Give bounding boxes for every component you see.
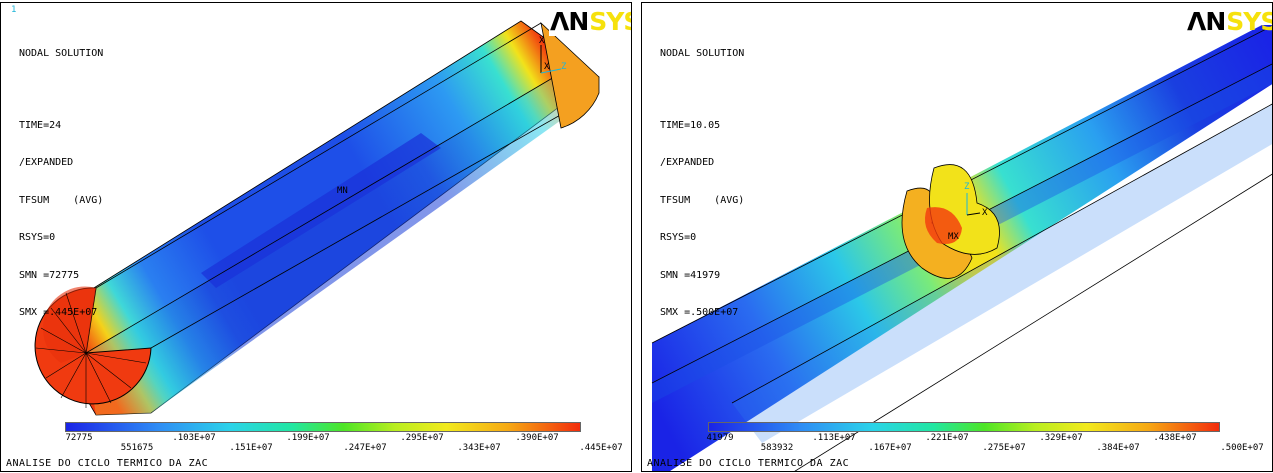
legend-value: 583932 — [760, 443, 794, 453]
ansys-logo: ΛNSYS — [549, 7, 631, 36]
legend-value: .438E+07 — [1153, 433, 1197, 443]
legend-value: .151E+07 — [229, 443, 273, 453]
info-line-rsys: RSYS=0 — [19, 232, 56, 243]
legend-value: .247E+07 — [343, 443, 387, 453]
graphics-window-right[interactable]: Z X MX ΛNSYS NODAL SOLUTION TIME=10.05 /… — [641, 2, 1273, 472]
model-viewport-right[interactable]: Z X MX — [642, 3, 1273, 472]
info-line-time: TIME=10.05 — [660, 119, 721, 131]
contour-legend-bar — [65, 422, 581, 432]
info-line-expanded: /EXPANDED — [19, 157, 74, 168]
info-line-smx: SMX =.445E+07 — [19, 307, 98, 318]
info-line-result: TFSUM (AVG) — [660, 194, 745, 206]
legend-value: .384E+07 — [1096, 443, 1140, 453]
info-line-expanded: /EXPANDED — [660, 157, 715, 168]
legend-value: 72775 — [65, 433, 93, 443]
legend-value: .199E+07 — [286, 433, 330, 443]
legend-value: .113E+07 — [812, 433, 856, 443]
legend-value: .221E+07 — [925, 433, 969, 443]
min-marker: MN — [337, 186, 348, 196]
contour-legend-labels: 41979 .113E+07 .221E+07 .329E+07 .438E+0… — [642, 433, 1272, 455]
legend-value: 41979 — [706, 433, 734, 443]
info-line-title: NODAL SOLUTION — [660, 48, 745, 59]
window-number: 1 — [11, 5, 17, 15]
legend-value: .167E+07 — [868, 443, 912, 453]
max-marker: MX — [948, 232, 959, 242]
legend-value: .275E+07 — [982, 443, 1026, 453]
info-line-smx: SMX =.500E+07 — [660, 307, 739, 318]
legend-value: .445E+07 — [579, 443, 623, 453]
legend-value: .329E+07 — [1039, 433, 1083, 443]
nodal-solution-info: NODAL SOLUTION TIME=10.05 /EXPANDED TFSU… — [660, 23, 744, 345]
plot-caption: ANALISE DO CICLO TERMICO DA ZAC — [6, 458, 209, 469]
legend-value: .390E+07 — [515, 433, 559, 443]
legend-value: .500E+07 — [1220, 443, 1264, 453]
legend-value: .295E+07 — [400, 433, 444, 443]
info-line-smn: SMN =41979 — [660, 269, 721, 281]
info-line-time: TIME=24 — [19, 119, 62, 131]
ansys-logo: ΛNSYS — [1186, 7, 1273, 36]
contour-legend-labels: 72775 .103E+07 .199E+07 .295E+07 .390E+0… — [1, 433, 631, 455]
info-line-title: NODAL SOLUTION — [19, 48, 104, 59]
info-line-smn: SMN =72775 — [19, 269, 80, 281]
legend-value: .343E+07 — [457, 443, 501, 453]
nodal-solution-info: NODAL SOLUTION TIME=24 /EXPANDED TFSUM (… — [19, 23, 103, 345]
contour-legend-bar — [708, 422, 1220, 432]
graphics-window-left[interactable]: MN X X Z 1 ΛNSYS NODAL SOLUTION TIME=24 … — [0, 2, 632, 472]
axis-z-label: Z — [964, 182, 970, 192]
info-line-result: TFSUM (AVG) — [19, 194, 104, 206]
axis-x-label: X — [982, 208, 988, 218]
legend-value: .103E+07 — [172, 433, 216, 443]
info-line-rsys: RSYS=0 — [660, 232, 697, 243]
legend-value: 551675 — [120, 443, 154, 453]
axis-x-label-b: X — [544, 62, 550, 72]
axis-x-label-a: X — [539, 36, 545, 46]
axis-z-label: Z — [561, 62, 567, 72]
plot-caption: ANALISE DO CICLO TERMICO DA ZAC — [647, 458, 850, 469]
